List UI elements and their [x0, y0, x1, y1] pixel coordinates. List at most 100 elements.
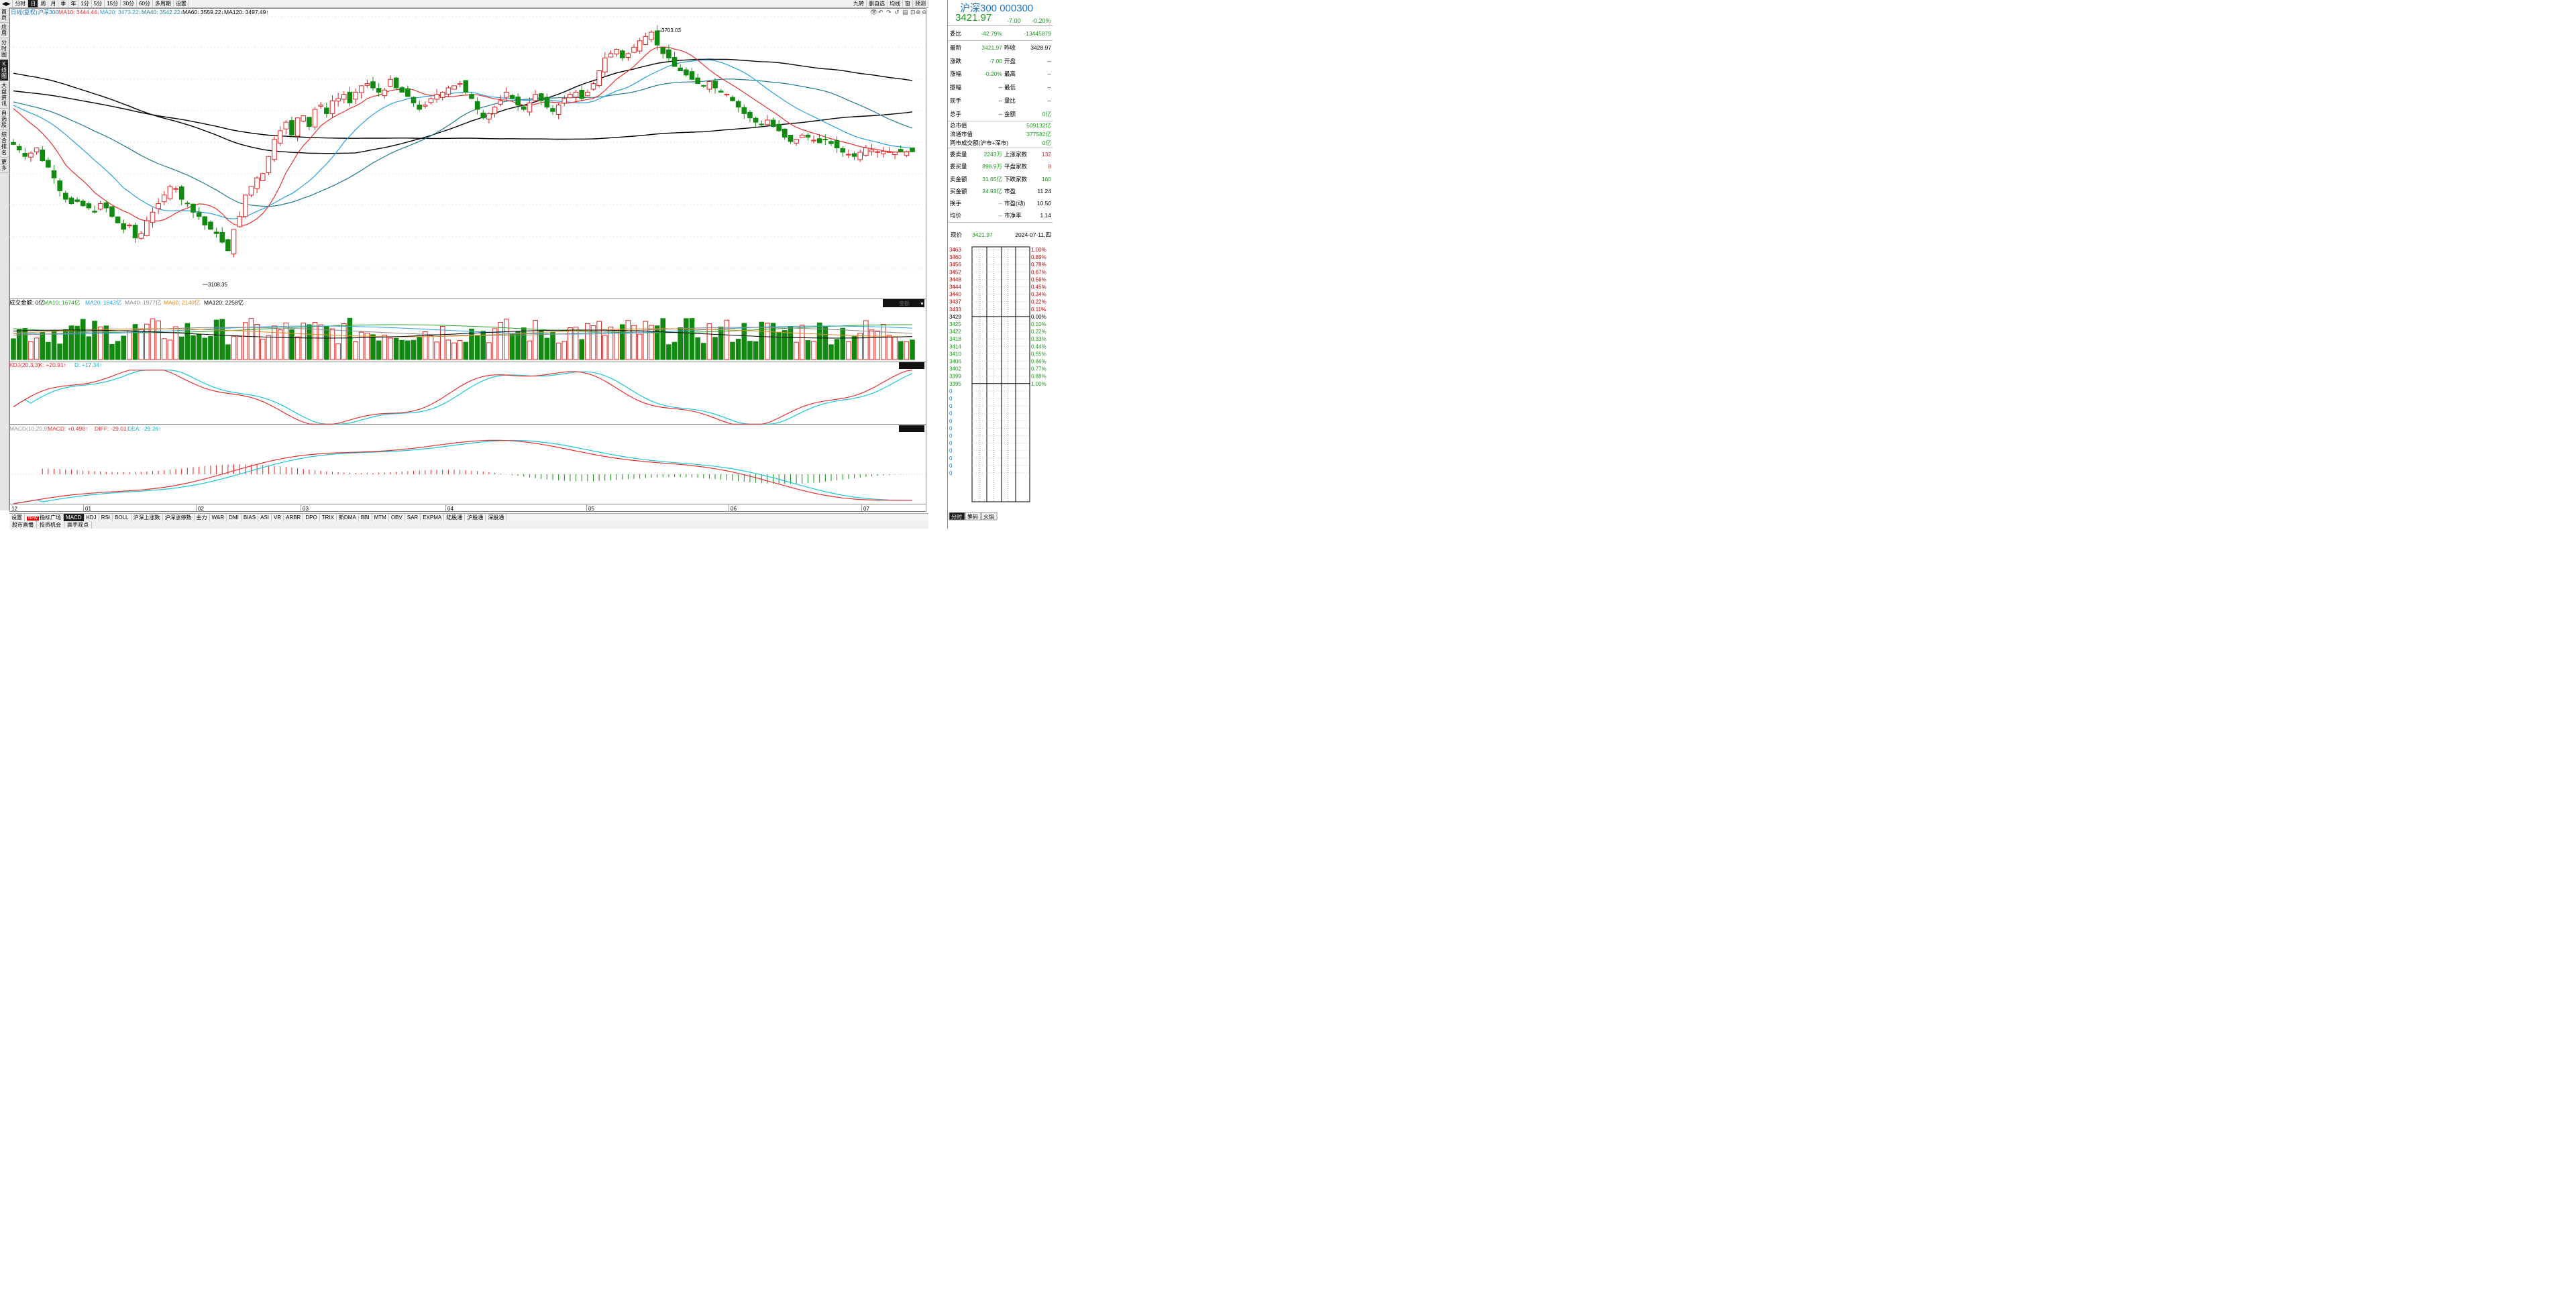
mini-right-label: 0.45%: [1031, 284, 1046, 290]
sidebar-item[interactable]: 大盘资讯: [0, 81, 8, 109]
sidebar-item[interactable]: 自选股: [0, 109, 8, 130]
toolbar-tool[interactable]: 窗: [903, 0, 913, 7]
toolbar-tool[interactable]: 预测: [913, 0, 928, 7]
indicator-tab[interactable]: RSI: [99, 514, 113, 521]
indicator-tab[interactable]: VR: [272, 514, 284, 521]
stat-value: 8: [1048, 163, 1051, 170]
kdj-param-box[interactable]: [899, 362, 924, 369]
status-item[interactable]: 投资机会: [37, 521, 64, 529]
indicator-tab[interactable]: 沪深涨停数: [163, 514, 195, 521]
mini-tab[interactable]: [981, 512, 998, 521]
amount-box[interactable]: [883, 299, 924, 307]
indicator-tab[interactable]: TRIX: [320, 514, 337, 521]
indicator-tab[interactable]: 深股通: [486, 514, 507, 521]
volume-bar: [382, 335, 388, 360]
period-tab[interactable]: 多周期: [153, 0, 174, 7]
kline-chart[interactable]: 日线(复权) 沪深300 MA10: 3444.44↓ MA20: 3473.2…: [9, 8, 945, 513]
indicator-tab[interactable]: ASI: [258, 514, 272, 521]
indicator-tab[interactable]: 沪深上涨数: [131, 514, 163, 521]
toolbar-tool[interactable]: 删自选: [867, 0, 888, 7]
period-tab[interactable]: 60分: [137, 0, 153, 7]
period-tab[interactable]: 周: [38, 0, 49, 7]
volume-bar: [307, 324, 312, 360]
layout-icon[interactable]: ⊡: [910, 9, 916, 15]
sidebar-item[interactable]: 分时图: [0, 38, 8, 60]
indicator-tab[interactable]: KDJ: [85, 514, 99, 521]
sidebar-item[interactable]: 更多: [0, 158, 8, 173]
indicator-tab[interactable]: BBI: [359, 514, 372, 521]
market-cap-rows: 总市值 509132亿 流通市值 377582亿 两市成交额(沪市+深市) 0亿: [948, 121, 1053, 148]
status-item[interactable]: 高手观点: [64, 521, 92, 529]
indicator-tab[interactable]: 沪股通: [465, 514, 486, 521]
period-tab[interactable]: 日: [28, 0, 39, 7]
indicator-tab[interactable]: 新DMA: [337, 514, 359, 521]
toolbar-tool[interactable]: 均线: [888, 0, 903, 7]
indicator-tab[interactable]: DPO: [303, 514, 320, 521]
sidebar-item[interactable]: 综合排名: [0, 130, 8, 158]
zoom-in-icon[interactable]: ⊕: [916, 9, 921, 15]
candle-body: [103, 202, 109, 209]
period-tab[interactable]: 设置: [174, 0, 189, 7]
indicator-tab[interactable]: BIAS: [241, 514, 259, 521]
chart-canvas[interactable]: 日线(复权) 沪深300 MA10: 3444.44↓ MA20: 3473.2…: [9, 8, 945, 513]
period-tab[interactable]: 季: [58, 0, 69, 7]
candle-body: [898, 149, 904, 152]
macd-param-box[interactable]: [899, 425, 924, 432]
mini-tab[interactable]: [949, 512, 965, 521]
candle-body: [822, 138, 828, 140]
volume-bar: [208, 336, 213, 360]
eye-icon[interactable]: 👁: [870, 9, 877, 15]
indicator-tab[interactable]: BOLL: [113, 514, 131, 521]
period-tab[interactable]: 年: [68, 0, 79, 7]
stat-label: 卖金额: [950, 175, 967, 182]
volume-bar: [272, 325, 277, 360]
indicator-tab[interactable]: DMI: [227, 514, 241, 521]
candle-body: [364, 83, 370, 86]
mini-tab[interactable]: [965, 512, 981, 521]
volume-bar: [68, 325, 74, 360]
indicator-tab[interactable]: W&R: [210, 514, 227, 521]
sidebar-item[interactable]: 应用: [0, 23, 8, 38]
dropdown-icon[interactable]: ▼: [920, 302, 924, 307]
pane-tool-icons[interactable]: 👁 ↶ ↷ ↺ ▤ ⊡ ⊕ ⊖: [870, 9, 927, 15]
indicator-tab[interactable]: 设置: [9, 514, 25, 521]
candle-body: [34, 147, 40, 152]
candle-body: [533, 94, 538, 101]
period-tab[interactable]: 1分: [78, 0, 92, 7]
undo-icon[interactable]: ↶: [878, 9, 883, 15]
volume-bar: [388, 337, 393, 360]
volume-bar: [219, 319, 225, 360]
toolbar-tool[interactable]: 九转: [851, 0, 867, 7]
indicator-tab[interactable]: 主力: [195, 514, 210, 521]
indicator-tab[interactable]: EXPMA: [421, 514, 445, 521]
indicator-tab[interactable]: SAR: [405, 514, 421, 521]
volume-bar: [700, 343, 706, 360]
redo-icon[interactable]: ↷: [886, 9, 892, 15]
candle-body: [776, 123, 782, 131]
indicator-tab[interactable]: NEW 指标广场: [25, 514, 64, 521]
x-axis-label: 07: [863, 506, 869, 512]
refresh-icon[interactable]: ↺: [894, 9, 900, 15]
stat-label: 下跌家数: [1004, 175, 1028, 182]
sidebar-item[interactable]: 首页: [0, 7, 8, 23]
period-tab[interactable]: 分时: [13, 0, 29, 7]
candle-body: [509, 95, 515, 99]
indicator-tab[interactable]: MTM: [372, 514, 389, 521]
volume-ma120: MA120: 2258亿: [204, 299, 244, 306]
toolbar-nav-icon[interactable]: ◀▶: [0, 0, 13, 7]
period-tab[interactable]: 月: [48, 0, 59, 7]
zoom-out-icon[interactable]: ⊖: [922, 9, 927, 15]
status-item[interactable]: 股市直播: [9, 521, 37, 529]
indicator-tab[interactable]: MACD: [64, 514, 85, 521]
mini-left-label: 3429: [949, 314, 961, 320]
period-tab[interactable]: 30分: [121, 0, 138, 7]
indicator-tab[interactable]: 陆股通: [444, 514, 466, 521]
candle-body: [619, 50, 625, 58]
period-tab[interactable]: 15分: [105, 0, 121, 7]
period-tab[interactable]: 5分: [92, 0, 105, 7]
lock-icon[interactable]: ▤: [902, 9, 908, 15]
indicator-tab[interactable]: OBV: [389, 514, 405, 521]
indicator-tab[interactable]: ARBR: [284, 514, 304, 521]
